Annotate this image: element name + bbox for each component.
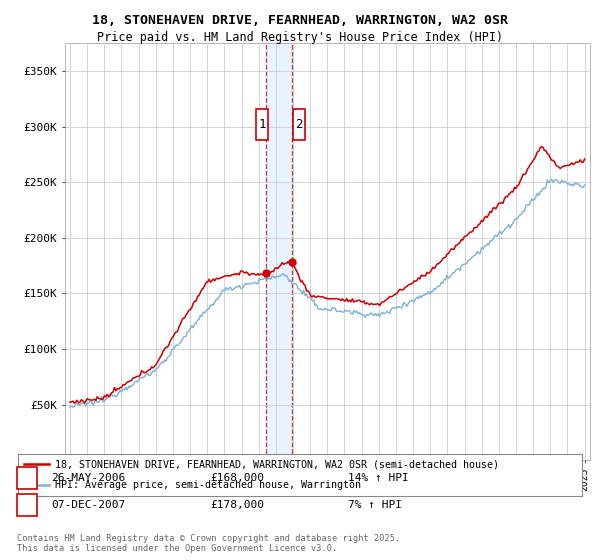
Text: Contains HM Land Registry data © Crown copyright and database right 2025.
This d: Contains HM Land Registry data © Crown c…: [17, 534, 400, 553]
Text: 2: 2: [296, 118, 303, 131]
Text: 14% ↑ HPI: 14% ↑ HPI: [348, 473, 409, 483]
Text: 18, STONEHAVEN DRIVE, FEARNHEAD, WARRINGTON, WA2 0SR: 18, STONEHAVEN DRIVE, FEARNHEAD, WARRING…: [92, 14, 508, 27]
Text: £178,000: £178,000: [210, 500, 264, 510]
Text: 18, STONEHAVEN DRIVE, FEARNHEAD, WARRINGTON, WA2 0SR (semi-detached house): 18, STONEHAVEN DRIVE, FEARNHEAD, WARRING…: [55, 459, 499, 469]
Bar: [266, 43, 292, 460]
FancyBboxPatch shape: [256, 109, 268, 140]
Text: 1: 1: [259, 118, 266, 131]
Text: 2: 2: [23, 498, 31, 511]
Text: Price paid vs. HM Land Registry's House Price Index (HPI): Price paid vs. HM Land Registry's House …: [97, 31, 503, 44]
Text: 07-DEC-2007: 07-DEC-2007: [51, 500, 125, 510]
Text: 1: 1: [23, 472, 31, 484]
Text: HPI: Average price, semi-detached house, Warrington: HPI: Average price, semi-detached house,…: [55, 480, 361, 490]
Text: 7% ↑ HPI: 7% ↑ HPI: [348, 500, 402, 510]
FancyBboxPatch shape: [293, 109, 305, 140]
Text: 26-MAY-2006: 26-MAY-2006: [51, 473, 125, 483]
Text: £168,000: £168,000: [210, 473, 264, 483]
